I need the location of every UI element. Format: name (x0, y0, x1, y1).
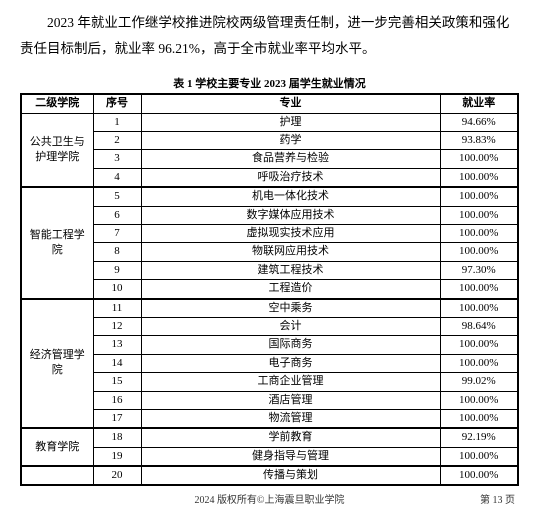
table-header-row: 二级学院 序号 专业 就业率 (21, 94, 518, 113)
table-row: 6数字媒体应用技术100.00% (21, 206, 518, 224)
cell-major: 食品营养与检验 (141, 150, 440, 168)
table-row: 4呼吸治疗技术100.00% (21, 168, 518, 187)
cell-rate: 94.66% (440, 113, 518, 131)
cell-rate: 100.00% (440, 409, 518, 428)
cell-seq: 13 (93, 336, 141, 354)
cell-rate: 100.00% (440, 243, 518, 261)
cell-major: 数字媒体应用技术 (141, 206, 440, 224)
cell-college: 智能工程学院 (21, 187, 93, 298)
cell-rate: 99.02% (440, 373, 518, 391)
cell-seq: 8 (93, 243, 141, 261)
cell-major: 物联网应用技术 (141, 243, 440, 261)
cell-seq: 20 (93, 466, 141, 485)
table-row: 12会计98.64% (21, 317, 518, 335)
header-rate: 就业率 (440, 94, 518, 113)
cell-seq: 16 (93, 391, 141, 409)
cell-seq: 5 (93, 187, 141, 206)
cell-rate: 97.30% (440, 261, 518, 279)
cell-major: 物流管理 (141, 409, 440, 428)
table-row: 13国际商务100.00% (21, 336, 518, 354)
cell-rate: 100.00% (440, 280, 518, 299)
table-row: 公共卫生与护理学院1护理94.66% (21, 113, 518, 131)
cell-seq: 12 (93, 317, 141, 335)
cell-seq: 3 (93, 150, 141, 168)
cell-seq: 2 (93, 132, 141, 150)
cell-major: 会计 (141, 317, 440, 335)
table-row: 20传播与策划100.00% (21, 466, 518, 485)
cell-rate: 100.00% (440, 168, 518, 187)
cell-major: 酒店管理 (141, 391, 440, 409)
table-title: 表 1 学校主要专业 2023 届学生就业情况 (20, 75, 519, 91)
table-row: 3食品营养与检验100.00% (21, 150, 518, 168)
page-footer: 2024 版权所有©上海震旦职业学院 第 13 页 (0, 491, 539, 506)
cell-rate: 98.64% (440, 317, 518, 335)
cell-seq: 7 (93, 225, 141, 243)
cell-seq: 19 (93, 447, 141, 466)
cell-rate: 100.00% (440, 466, 518, 485)
cell-seq: 1 (93, 113, 141, 131)
cell-seq: 6 (93, 206, 141, 224)
cell-seq: 18 (93, 428, 141, 447)
cell-seq: 11 (93, 299, 141, 318)
header-seq: 序号 (93, 94, 141, 113)
intro-paragraph: 2023 年就业工作继学校推进院校两级管理责任制，进一步完善相关政策和强化责任目… (20, 10, 519, 61)
cell-rate: 100.00% (440, 447, 518, 466)
table-row: 15工商企业管理99.02% (21, 373, 518, 391)
cell-seq: 17 (93, 409, 141, 428)
cell-major: 健身指导与管理 (141, 447, 440, 466)
table-row: 教育学院18学前教育92.19% (21, 428, 518, 447)
table-row: 经济管理学院11空中乘务100.00% (21, 299, 518, 318)
cell-seq: 4 (93, 168, 141, 187)
cell-major: 空中乘务 (141, 299, 440, 318)
cell-major: 机电一体化技术 (141, 187, 440, 206)
cell-rate: 100.00% (440, 187, 518, 206)
cell-rate: 92.19% (440, 428, 518, 447)
table-row: 智能工程学院5机电一体化技术100.00% (21, 187, 518, 206)
cell-college: 经济管理学院 (21, 299, 93, 429)
table-row: 7虚拟现实技术应用100.00% (21, 225, 518, 243)
cell-major: 学前教育 (141, 428, 440, 447)
footer-copyright: 2024 版权所有©上海震旦职业学院 (194, 495, 344, 506)
table-row: 8物联网应用技术100.00% (21, 243, 518, 261)
table-row: 17物流管理100.00% (21, 409, 518, 428)
footer-page: 第 13 页 (480, 491, 515, 506)
cell-seq: 9 (93, 261, 141, 279)
header-college: 二级学院 (21, 94, 93, 113)
cell-major: 呼吸治疗技术 (141, 168, 440, 187)
cell-major: 电子商务 (141, 354, 440, 372)
cell-college: 教育学院 (21, 428, 93, 466)
cell-major: 药学 (141, 132, 440, 150)
employment-table: 二级学院 序号 专业 就业率 公共卫生与护理学院1护理94.66%2药学93.8… (20, 93, 519, 486)
cell-rate: 100.00% (440, 391, 518, 409)
cell-major: 工商企业管理 (141, 373, 440, 391)
header-major: 专业 (141, 94, 440, 113)
cell-rate: 100.00% (440, 206, 518, 224)
cell-rate: 100.00% (440, 299, 518, 318)
table-row: 2药学93.83% (21, 132, 518, 150)
cell-seq: 15 (93, 373, 141, 391)
cell-major: 工程造价 (141, 280, 440, 299)
cell-seq: 14 (93, 354, 141, 372)
cell-seq: 10 (93, 280, 141, 299)
cell-major: 建筑工程技术 (141, 261, 440, 279)
cell-rate: 100.00% (440, 150, 518, 168)
cell-college: 公共卫生与护理学院 (21, 113, 93, 187)
cell-college (21, 466, 93, 485)
table-row: 9建筑工程技术97.30% (21, 261, 518, 279)
cell-major: 国际商务 (141, 336, 440, 354)
cell-rate: 100.00% (440, 336, 518, 354)
table-row: 14电子商务100.00% (21, 354, 518, 372)
table-row: 19健身指导与管理100.00% (21, 447, 518, 466)
cell-major: 传播与策划 (141, 466, 440, 485)
cell-rate: 100.00% (440, 354, 518, 372)
cell-rate: 93.83% (440, 132, 518, 150)
table-row: 10工程造价100.00% (21, 280, 518, 299)
cell-major: 虚拟现实技术应用 (141, 225, 440, 243)
cell-major: 护理 (141, 113, 440, 131)
table-row: 16酒店管理100.00% (21, 391, 518, 409)
cell-rate: 100.00% (440, 225, 518, 243)
